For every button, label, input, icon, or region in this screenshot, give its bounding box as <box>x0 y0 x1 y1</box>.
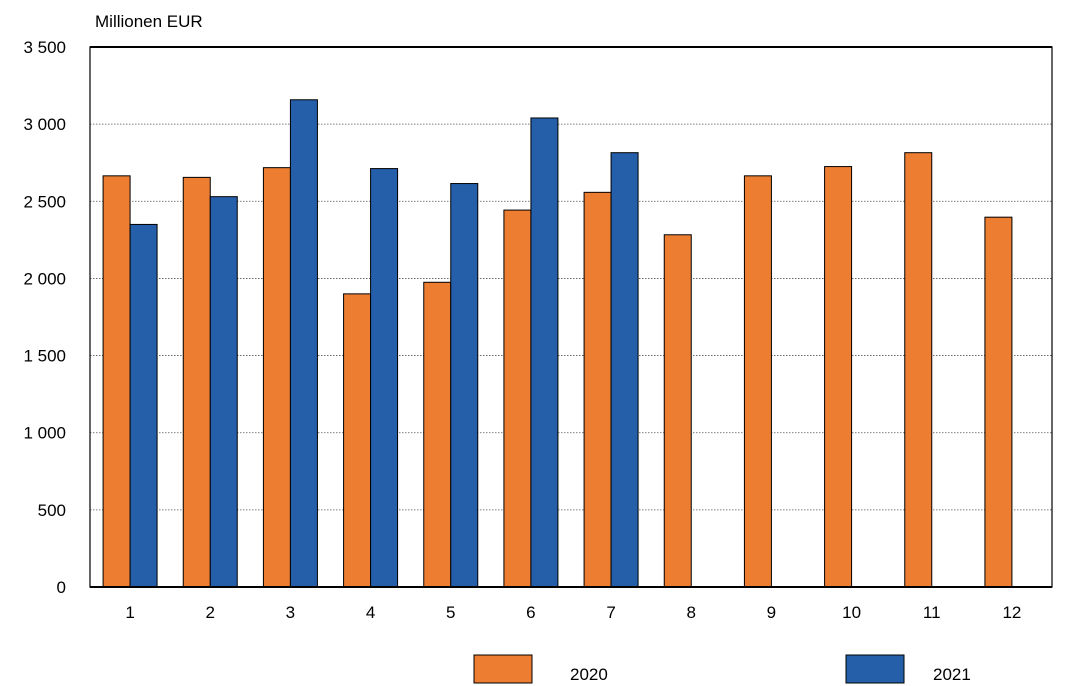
bar-2021-3 <box>289 99 318 588</box>
x-tick-labels: 1 2 3 4 5 6 7 8 9 10 11 12 <box>125 603 1021 622</box>
legend: 2020 2021 <box>473 654 971 684</box>
bar-2020-7 <box>583 191 612 588</box>
axes <box>89 46 1053 588</box>
x-tick-label: 3 <box>286 603 295 622</box>
y-tick-label: 500 <box>38 501 66 520</box>
bar-2021-4 <box>370 168 399 588</box>
gridlines <box>90 123 1052 511</box>
bar-2020-6 <box>503 209 532 588</box>
x-tick-label: 9 <box>767 603 776 622</box>
bar-2021-2 <box>209 196 238 588</box>
x-tick-label: 8 <box>687 603 696 622</box>
legend-label-2020: 2020 <box>570 665 608 684</box>
bar-2020-10 <box>824 166 853 588</box>
bar-2021-5 <box>450 183 479 588</box>
bar-2021-6 <box>530 117 559 588</box>
legend-swatch-2020 <box>473 654 533 684</box>
x-tick-label: 12 <box>1002 603 1021 622</box>
bar-2020-11 <box>904 152 933 588</box>
x-tick-label: 5 <box>446 603 455 622</box>
y-tick-label: 2 500 <box>23 192 66 211</box>
x-tick-label: 1 <box>125 603 134 622</box>
x-tick-label: 7 <box>606 603 615 622</box>
bar-2020-12 <box>984 216 1013 588</box>
y-unit-label: Millionen EUR <box>95 12 203 31</box>
y-tick-label: 3 500 <box>23 38 66 57</box>
x-tick-label: 4 <box>366 603 375 622</box>
bar-2020-2 <box>182 176 211 588</box>
legend-swatch-2021 <box>845 654 905 684</box>
bar-2021-7 <box>610 152 639 588</box>
y-tick-label: 3 000 <box>23 115 66 134</box>
bar-2020-4 <box>343 293 372 588</box>
bar-2020-3 <box>262 167 291 588</box>
x-tick-label: 11 <box>923 603 941 622</box>
y-tick-labels: 0 500 1 000 1 500 2 000 2 500 3 000 3 500 <box>23 38 66 597</box>
y-tick-label: 1 500 <box>23 347 66 366</box>
y-tick-label: 2 000 <box>23 269 66 288</box>
bar-2020-5 <box>423 281 452 588</box>
bar-2020-1 <box>102 175 131 588</box>
bar-2021-1 <box>129 223 158 588</box>
y-tick-label: 0 <box>57 578 66 597</box>
x-tick-label: 2 <box>206 603 215 622</box>
x-tick-label: 6 <box>526 603 535 622</box>
legend-label-2021: 2021 <box>933 665 971 684</box>
y-tick-label: 1 000 <box>23 424 66 443</box>
x-tick-label: 10 <box>842 603 861 622</box>
bars <box>102 99 1013 588</box>
bar-2020-8 <box>663 234 692 588</box>
bar-2020-9 <box>743 175 772 588</box>
